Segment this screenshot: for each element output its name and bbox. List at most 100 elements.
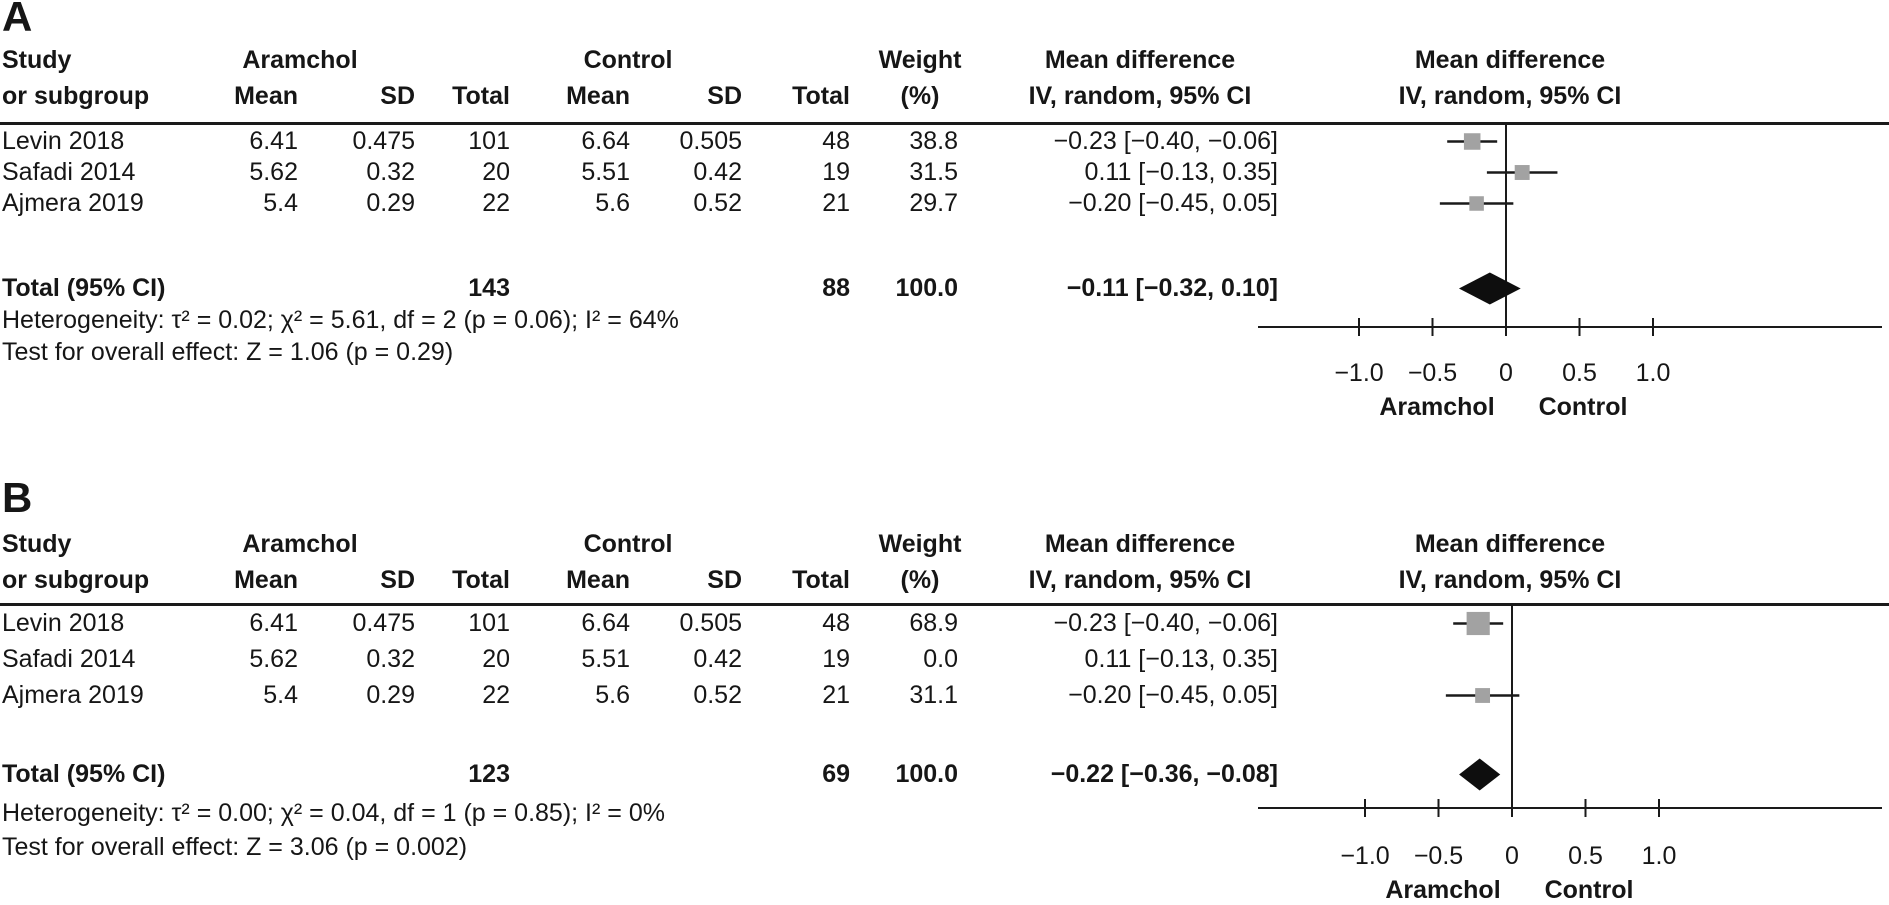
- total-md-ci: −0.22 [−0.36, −0.08]: [1050, 760, 1278, 788]
- table-header-row-2: or subgroup Mean SD Total Mean SD Total …: [0, 565, 1889, 596]
- effect-square: [1514, 165, 1530, 180]
- study-md-ci: −0.23 [−0.40, −0.06]: [1053, 609, 1279, 637]
- study-row: Ajmera 2019 5.4 0.29 22 5.6 0.52 21 29.7…: [0, 188, 1889, 219]
- total-weight: 100.0: [895, 760, 958, 788]
- study-name: Levin 2018: [2, 609, 125, 637]
- axis-tick-label: 0: [1505, 842, 1519, 870]
- study-md-ci: −0.20 [−0.45, 0.05]: [1068, 189, 1278, 217]
- total-weight: 100.0: [895, 274, 958, 302]
- axis-tick-label: 1.0: [1641, 842, 1677, 870]
- control-mean: 5.51: [581, 645, 630, 673]
- group-header-aramchol: Aramchol: [242, 46, 358, 74]
- study-name: Ajmera 2019: [2, 189, 144, 217]
- control-sd: 0.42: [693, 158, 742, 186]
- group-header-control: Control: [583, 530, 673, 558]
- panel-label: B: [2, 474, 33, 521]
- study-row: Levin 2018 6.41 0.475 101 6.64 0.505 48 …: [0, 608, 1889, 639]
- plot-header-md-model: IV, random, 95% CI: [1398, 82, 1622, 110]
- total-row: Total (95% CI) 123 69 100.0 −0.22 [−0.36…: [0, 759, 1889, 790]
- study-name: Levin 2018: [2, 127, 125, 155]
- col-header-control-mean: Mean: [566, 566, 630, 594]
- aramchol-sd: 0.32: [366, 158, 415, 186]
- aramchol-sd: 0.29: [366, 681, 415, 709]
- control-total: 48: [822, 127, 850, 155]
- axis-favors-right-label: Control: [1544, 876, 1634, 904]
- study-md-ci: −0.20 [−0.45, 0.05]: [1068, 681, 1278, 709]
- col-header-weight: Weight: [878, 530, 962, 558]
- control-total: 21: [822, 681, 850, 709]
- table-header-row-1: Study Aramchol Control Weight Mean diffe…: [0, 529, 1889, 560]
- axis-tick-label: 0.5: [1562, 359, 1597, 387]
- overall-effect-note: Test for overall effect: Z = 3.06 (p = 0…: [2, 833, 468, 861]
- study-weight: 31.1: [909, 681, 958, 709]
- study-weight: 0.0: [923, 645, 958, 673]
- axis-favors-left-label: Aramchol: [1385, 876, 1501, 904]
- overall-effect-note: Test for overall effect: Z = 1.06 (p = 0…: [2, 338, 454, 366]
- axis-tick-label: 0: [1499, 359, 1513, 387]
- col-header-weight: Weight: [878, 46, 962, 74]
- forest-panel-b: B Study Aramchol Control Weight Mean dif…: [0, 475, 1889, 905]
- group-header-control: Control: [583, 46, 673, 74]
- aramchol-mean: 5.4: [263, 681, 298, 709]
- forest-plot-canvas: [1258, 124, 1882, 336]
- axis-tick-label: 1.0: [1635, 359, 1671, 387]
- axis-tick-label: 0.5: [1568, 842, 1603, 870]
- effect-square: [1469, 196, 1484, 211]
- control-total: 19: [822, 158, 850, 186]
- forest-panel-a: A Study Aramchol Control Weight Mean dif…: [0, 0, 1889, 430]
- control-mean: 5.6: [595, 681, 630, 709]
- plot-header-md-model: IV, random, 95% CI: [1398, 566, 1622, 594]
- col-header-aramchol-sd: SD: [380, 566, 415, 594]
- aramchol-mean: 6.41: [249, 127, 298, 155]
- pooled-diamond: [1459, 758, 1501, 791]
- aramchol-total: 20: [482, 645, 510, 673]
- control-mean: 5.6: [595, 189, 630, 217]
- col-header-md: Mean difference: [1044, 46, 1236, 74]
- header-divider: [0, 603, 1889, 606]
- col-header-control-total: Total: [792, 566, 850, 594]
- col-header-control-mean: Mean: [566, 82, 630, 110]
- study-weight: 31.5: [909, 158, 958, 186]
- study-md-ci: 0.11 [−0.13, 0.35]: [1084, 158, 1278, 186]
- col-header-subgroup: or subgroup: [2, 566, 150, 594]
- control-mean: 6.64: [581, 609, 630, 637]
- study-name: Safadi 2014: [2, 645, 136, 673]
- col-header-weight-pct: (%): [900, 82, 940, 110]
- effect-square: [1463, 133, 1481, 150]
- aramchol-total: 101: [468, 127, 510, 155]
- study-weight: 29.7: [909, 189, 958, 217]
- plot-header-md: Mean difference: [1414, 530, 1606, 558]
- col-header-aramchol-mean: Mean: [234, 82, 298, 110]
- study-row: Safadi 2014 5.62 0.32 20 5.51 0.42 19 31…: [0, 157, 1889, 188]
- aramchol-sd: 0.475: [352, 127, 415, 155]
- forest-plot-canvas: [1258, 605, 1882, 817]
- aramchol-sd: 0.32: [366, 645, 415, 673]
- control-sd: 0.505: [679, 127, 742, 155]
- study-name: Ajmera 2019: [2, 681, 144, 709]
- heterogeneity-note: Heterogeneity: τ² = 0.00; χ² = 0.04, df …: [2, 799, 665, 827]
- control-mean: 5.51: [581, 158, 630, 186]
- col-header-md: Mean difference: [1044, 530, 1236, 558]
- control-total: 19: [822, 645, 850, 673]
- study-md-ci: −0.23 [−0.40, −0.06]: [1053, 127, 1279, 155]
- study-row: Levin 2018 6.41 0.475 101 6.64 0.505 48 …: [0, 126, 1889, 157]
- col-header-aramchol-sd: SD: [380, 82, 415, 110]
- total-label: Total (95% CI): [2, 274, 166, 302]
- col-header-study: Study: [2, 530, 72, 558]
- control-total: 21: [822, 189, 850, 217]
- axis-tick-label: −0.5: [1407, 359, 1458, 387]
- aramchol-mean: 5.62: [249, 158, 298, 186]
- col-header-subgroup: or subgroup: [2, 82, 150, 110]
- control-total: 48: [822, 609, 850, 637]
- aramchol-sd: 0.475: [352, 609, 415, 637]
- effect-square: [1475, 688, 1491, 703]
- axis-favors-left-label: Aramchol: [1379, 393, 1495, 421]
- aramchol-total: 22: [482, 189, 510, 217]
- axis-tick-label: −1.0: [1334, 359, 1384, 387]
- heterogeneity-note: Heterogeneity: τ² = 0.02; χ² = 5.61, df …: [2, 306, 679, 334]
- control-mean: 6.64: [581, 127, 630, 155]
- axis-tick-label: −1.0: [1340, 842, 1390, 870]
- aramchol-mean: 5.62: [249, 645, 298, 673]
- col-header-md-model: IV, random, 95% CI: [1028, 82, 1252, 110]
